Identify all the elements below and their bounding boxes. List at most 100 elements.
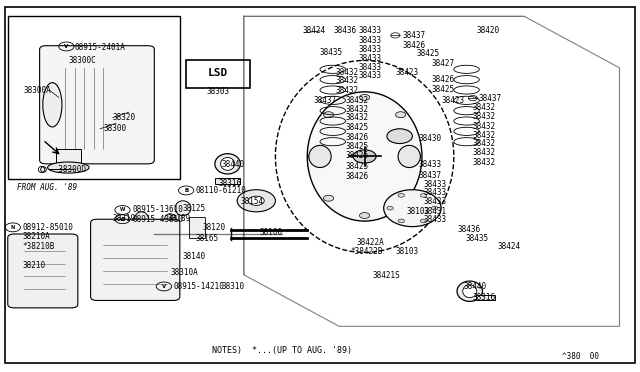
Ellipse shape — [175, 201, 191, 215]
Text: 38300: 38300 — [103, 124, 127, 133]
FancyBboxPatch shape — [40, 46, 154, 164]
Text: 38433: 38433 — [358, 26, 381, 35]
Text: 38120: 38120 — [202, 223, 225, 232]
Bar — [476, 295, 495, 301]
Text: 38320: 38320 — [113, 113, 136, 122]
Text: 38189: 38189 — [167, 214, 190, 222]
Text: 08915-2401A: 08915-2401A — [75, 43, 125, 52]
Circle shape — [360, 212, 370, 218]
Bar — [189, 217, 205, 238]
Text: V: V — [64, 44, 68, 49]
Circle shape — [396, 112, 406, 118]
Text: 38425: 38425 — [346, 123, 369, 132]
Text: 38316: 38316 — [218, 179, 241, 187]
Text: 38420: 38420 — [476, 26, 499, 35]
Bar — [8, 16, 180, 179]
Text: 38432: 38432 — [336, 68, 359, 77]
Text: 38437: 38437 — [403, 31, 426, 40]
Text: 08912-85010: 08912-85010 — [22, 223, 74, 232]
Ellipse shape — [134, 212, 148, 227]
Text: 38436: 38436 — [457, 225, 480, 234]
Text: 08110-61210: 08110-61210 — [196, 186, 246, 195]
Text: 38432: 38432 — [473, 148, 496, 157]
Ellipse shape — [43, 83, 62, 127]
Text: ^380  00: ^380 00 — [562, 352, 599, 361]
Text: *38210B: *38210B — [22, 243, 55, 251]
Text: 38437: 38437 — [419, 171, 442, 180]
FancyBboxPatch shape — [8, 234, 78, 308]
Text: 38310A: 38310A — [170, 268, 198, 277]
Text: 38437: 38437 — [314, 96, 337, 105]
Circle shape — [420, 193, 427, 197]
Text: 38102: 38102 — [406, 206, 429, 216]
Circle shape — [398, 219, 404, 223]
Text: N: N — [11, 225, 15, 230]
Text: NOTES)  *...(UP TO AUG. '89): NOTES) *...(UP TO AUG. '89) — [212, 346, 351, 355]
Text: 38432: 38432 — [473, 122, 496, 131]
Text: 38424: 38424 — [497, 243, 520, 251]
Text: 38425: 38425 — [346, 142, 369, 151]
Ellipse shape — [307, 92, 422, 221]
Text: 38424: 38424 — [302, 26, 325, 35]
Text: 38303: 38303 — [207, 87, 230, 96]
Text: 38421S: 38421S — [372, 271, 400, 280]
Text: 38427: 38427 — [431, 59, 454, 68]
Text: 38433: 38433 — [358, 54, 381, 63]
Ellipse shape — [457, 281, 483, 301]
Text: 38426: 38426 — [346, 151, 369, 160]
Circle shape — [360, 94, 370, 100]
Ellipse shape — [387, 129, 412, 144]
Text: 38435: 38435 — [320, 48, 343, 57]
Text: 38426: 38426 — [346, 133, 369, 142]
Ellipse shape — [384, 190, 441, 227]
Bar — [215, 177, 241, 184]
Text: 38430: 38430 — [419, 134, 442, 142]
Circle shape — [396, 195, 406, 201]
Text: 38165: 38165 — [196, 234, 219, 243]
Text: 38433: 38433 — [423, 180, 446, 189]
Ellipse shape — [221, 157, 235, 170]
Text: 38433: 38433 — [358, 71, 381, 80]
Text: 38426: 38426 — [403, 41, 426, 50]
Ellipse shape — [248, 196, 264, 205]
Text: 38426: 38426 — [346, 172, 369, 181]
Text: 38103: 38103 — [395, 247, 419, 256]
Ellipse shape — [398, 145, 420, 167]
Ellipse shape — [164, 214, 176, 225]
Circle shape — [431, 206, 438, 210]
Ellipse shape — [463, 285, 477, 298]
Circle shape — [323, 112, 333, 118]
Text: LSD: LSD — [208, 68, 228, 78]
Text: 38425: 38425 — [417, 49, 440, 58]
Text: — 38300D: — 38300D — [49, 165, 86, 174]
Text: 38440: 38440 — [463, 282, 486, 291]
Text: FROM AUG. '89: FROM AUG. '89 — [17, 183, 77, 192]
Text: 38423: 38423 — [395, 68, 419, 77]
Ellipse shape — [237, 190, 275, 212]
Ellipse shape — [215, 154, 241, 174]
Text: 38433: 38433 — [423, 215, 446, 224]
Text: 38310: 38310 — [221, 282, 244, 291]
Text: 38316: 38316 — [473, 293, 496, 302]
Text: 38140: 38140 — [183, 252, 206, 262]
Circle shape — [410, 154, 420, 160]
Text: 38433: 38433 — [423, 188, 446, 197]
Circle shape — [420, 219, 427, 223]
Circle shape — [398, 193, 404, 197]
Ellipse shape — [309, 145, 331, 167]
Text: *38422B: *38422B — [351, 247, 383, 256]
Text: 38436: 38436 — [333, 26, 356, 35]
Text: 38319: 38319 — [113, 214, 136, 222]
Text: 38431: 38431 — [423, 206, 446, 216]
Text: 38440: 38440 — [221, 160, 244, 169]
Text: 38432: 38432 — [346, 113, 369, 122]
Bar — [56, 149, 81, 171]
Text: 38437: 38437 — [478, 94, 501, 103]
Text: 38100: 38100 — [259, 228, 283, 237]
Text: 08915-14210: 08915-14210 — [173, 282, 224, 291]
Text: 38210A: 38210A — [22, 232, 50, 241]
Text: 38432: 38432 — [473, 112, 496, 121]
Circle shape — [387, 206, 394, 210]
Text: 38432: 38432 — [336, 86, 359, 94]
Text: 38432: 38432 — [473, 131, 496, 140]
